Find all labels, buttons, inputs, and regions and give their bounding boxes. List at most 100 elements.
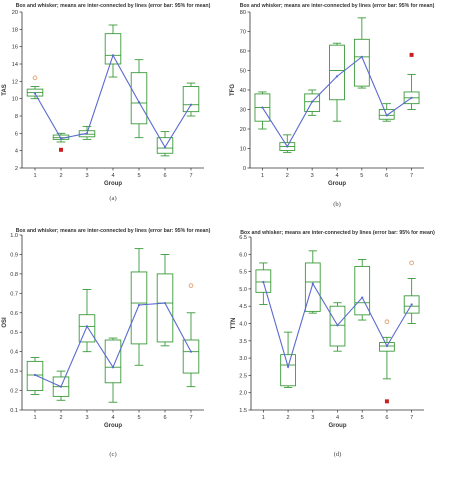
y-tick-label: 80 bbox=[240, 10, 246, 16]
box-iqr bbox=[304, 262, 321, 312]
x-tick-label: 1 bbox=[262, 415, 265, 421]
panel-caption: (c) bbox=[109, 451, 116, 458]
y-tick-label: 6.5 bbox=[239, 235, 247, 241]
mean-point bbox=[361, 296, 364, 299]
mean-point bbox=[59, 385, 63, 388]
box-iqr bbox=[329, 44, 345, 101]
y-axis-label: TFG bbox=[230, 84, 236, 96]
chart-panel-c: Box and whisker; means are inter-connect… bbox=[2, 228, 211, 458]
y-tick-label: 4.0 bbox=[239, 322, 247, 328]
y-tick-label: 2.0 bbox=[239, 391, 247, 397]
panel-caption: (a) bbox=[109, 195, 116, 202]
y-tick-label: 6 bbox=[15, 131, 18, 137]
x-tick-label: 1 bbox=[33, 415, 36, 421]
box-group-3 bbox=[304, 89, 321, 116]
y-tick-label: 5.5 bbox=[239, 270, 247, 276]
y-tick-label: 1.0 bbox=[10, 233, 18, 239]
x-axis-label: Group bbox=[329, 423, 347, 429]
axis-lines bbox=[250, 237, 424, 411]
box-group-6 bbox=[379, 319, 395, 404]
mean-point bbox=[385, 114, 388, 117]
box-iqr bbox=[156, 273, 174, 343]
box-iqr bbox=[378, 109, 395, 120]
y-tick-label: 2 bbox=[15, 166, 18, 172]
x-tick-label: 1 bbox=[33, 173, 36, 179]
chart-title: Box and whisker; means are inter-connect… bbox=[16, 3, 211, 9]
box-group-3 bbox=[78, 288, 96, 353]
mean-point bbox=[33, 92, 37, 95]
mean-point bbox=[189, 350, 193, 353]
x-tick-label: 4 bbox=[335, 173, 338, 179]
y-tick-label: 3.0 bbox=[239, 356, 247, 362]
y-tick-label: 0.3 bbox=[10, 369, 18, 375]
x-tick-label: 3 bbox=[311, 415, 314, 421]
box-group-1 bbox=[254, 91, 271, 130]
x-tick-label: 6 bbox=[163, 415, 166, 421]
mean-point bbox=[262, 280, 265, 284]
y-tick-label: 40 bbox=[240, 88, 246, 94]
box-group-4 bbox=[104, 337, 122, 403]
box-iqr bbox=[329, 305, 346, 347]
outlier-point bbox=[384, 319, 390, 325]
x-tick-label: 6 bbox=[385, 415, 388, 421]
x-tick-label: 3 bbox=[311, 173, 314, 179]
box-iqr bbox=[255, 269, 272, 293]
mean-point bbox=[85, 325, 89, 328]
y-tick-label: 0.8 bbox=[10, 272, 18, 278]
box-group-2 bbox=[52, 370, 70, 401]
outlier-point bbox=[409, 260, 414, 266]
y-tick-label: 20 bbox=[240, 127, 246, 133]
x-tick-label: 7 bbox=[410, 415, 413, 421]
x-tick-label: 4 bbox=[111, 415, 114, 421]
outlier-point bbox=[59, 147, 63, 152]
x-tick-label: 4 bbox=[336, 415, 339, 421]
box-iqr bbox=[353, 38, 370, 87]
mean-point bbox=[85, 132, 89, 135]
box-group-5 bbox=[130, 248, 148, 366]
box-iqr bbox=[26, 360, 44, 392]
y-tick-label: 6.0 bbox=[239, 252, 247, 258]
mean-point bbox=[111, 366, 115, 369]
y-tick-label: 2.5 bbox=[239, 373, 247, 379]
mean-point bbox=[261, 106, 264, 109]
x-tick-label: 1 bbox=[261, 173, 264, 179]
x-axis-label: Group bbox=[104, 181, 122, 187]
y-tick-label: 10 bbox=[240, 147, 246, 153]
y-tick-label: 18 bbox=[12, 27, 18, 33]
box-group-7 bbox=[182, 82, 200, 117]
box-group-6 bbox=[156, 253, 174, 347]
mean-point bbox=[163, 146, 167, 149]
outlier-point bbox=[32, 75, 38, 81]
x-axis-label: Group bbox=[104, 423, 122, 429]
mean-point bbox=[311, 100, 314, 103]
chart-title: Box and whisker; means are inter-connect… bbox=[240, 3, 435, 9]
x-tick-label: 7 bbox=[189, 173, 192, 179]
mean-point bbox=[311, 282, 314, 285]
x-tick-label: 2 bbox=[287, 415, 290, 421]
y-tick-label: 4 bbox=[15, 149, 18, 155]
y-tick-label: 5.0 bbox=[239, 287, 247, 293]
box-iqr bbox=[280, 354, 296, 387]
y-tick-label: 3.5 bbox=[239, 339, 247, 345]
mean-point bbox=[286, 365, 290, 368]
y-tick-label: 12 bbox=[12, 79, 18, 85]
x-tick-label: 5 bbox=[137, 173, 140, 179]
chart-title: Box and whisker; means are inter-connect… bbox=[16, 228, 211, 234]
y-tick-label: 0.4 bbox=[10, 350, 18, 356]
x-tick-label: 6 bbox=[163, 173, 166, 179]
box-group-5 bbox=[130, 59, 148, 139]
y-tick-label: 10 bbox=[12, 97, 18, 103]
mean-point bbox=[385, 344, 389, 348]
box-group-7 bbox=[182, 283, 200, 388]
chart-panel-a: Box and whisker; means are inter-connect… bbox=[2, 3, 211, 202]
chart-panel-b: Box and whisker; means are inter-connect… bbox=[230, 3, 435, 208]
y-tick-label: 16 bbox=[12, 45, 18, 51]
box-group-7 bbox=[403, 260, 420, 324]
x-tick-label: 5 bbox=[137, 415, 140, 421]
x-axis-label: Group bbox=[328, 181, 346, 187]
y-tick-label: 8 bbox=[15, 114, 18, 120]
y-tick-label: 60 bbox=[240, 49, 246, 55]
outlier-point bbox=[384, 399, 389, 404]
x-tick-label: 2 bbox=[59, 415, 62, 421]
box-iqr bbox=[379, 342, 395, 352]
